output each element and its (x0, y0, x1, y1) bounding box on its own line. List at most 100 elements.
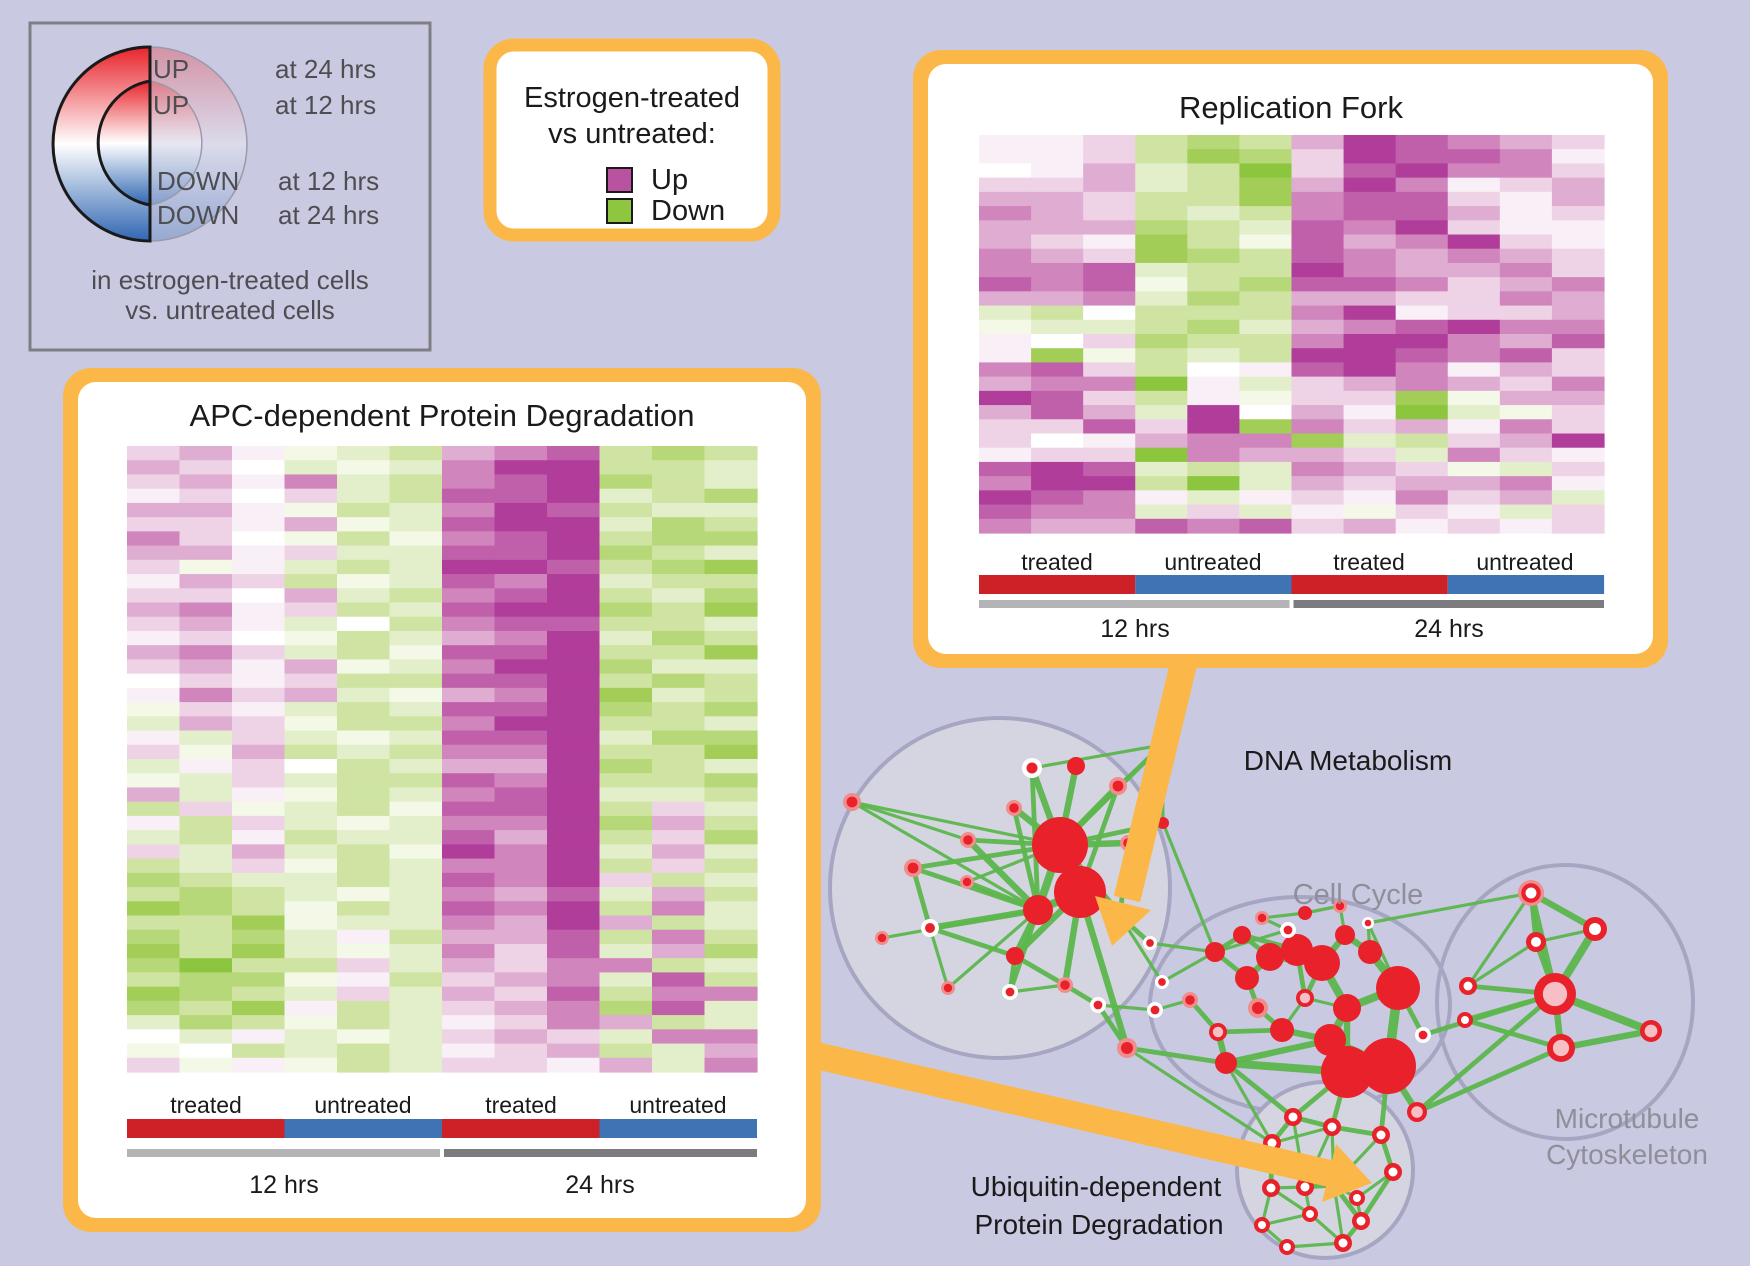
heatmap-cell (547, 630, 601, 646)
heatmap-cell (1551, 433, 1605, 449)
heatmap-cell (284, 687, 338, 703)
heatmap-cell (1135, 262, 1188, 278)
heatmap-cell (1343, 191, 1397, 207)
heatmap-cell (1447, 433, 1501, 449)
heatmap-cell (979, 262, 1032, 278)
rf-group-label-0: treated (1021, 549, 1093, 575)
heatmap-cell (652, 986, 706, 1002)
heatmap-cell (1447, 149, 1501, 165)
heatmap-cell (179, 801, 233, 817)
heatmap-cell (547, 545, 601, 561)
heatmap-cell (1551, 277, 1605, 292)
heatmap-cell (179, 645, 233, 661)
heatmap-cell (179, 531, 233, 547)
heatmap-cell (1499, 305, 1553, 321)
heatmap-cell (284, 559, 338, 575)
heatmap-cell (704, 730, 758, 746)
hrs24-bar (444, 1149, 757, 1157)
ring-label-down12: DOWN (157, 166, 239, 196)
heatmap-cell (127, 474, 181, 490)
heatmap-cell (547, 574, 601, 589)
heatmap-cell (127, 531, 181, 547)
heatmap-cell (979, 319, 1032, 335)
heatmap-cell (547, 673, 601, 689)
heatmap-cell (232, 929, 286, 945)
heatmap-cell (704, 531, 758, 547)
heatmap-cell (494, 630, 548, 646)
heatmap-cell (1291, 504, 1345, 520)
heatmap-cell (1135, 419, 1188, 435)
heatmap-cell (1343, 390, 1397, 406)
network-edge (928, 926, 950, 990)
heatmap-cell (442, 787, 496, 803)
heatmap-cell (704, 901, 758, 917)
heatmap-cell (337, 531, 391, 547)
heatmap-cell (232, 716, 286, 732)
network-edge (1125, 1046, 1274, 1145)
heatmap-cell (284, 872, 338, 888)
heatmap-cell (127, 602, 181, 618)
heatmap-cell (1447, 220, 1501, 236)
heatmap-cell (389, 759, 443, 774)
heatmap-cell (232, 446, 286, 461)
heatmap-cell (547, 801, 601, 817)
heatmap-cell (1395, 362, 1449, 378)
heatmap-cell (127, 502, 181, 518)
heatmap-cell (652, 929, 706, 945)
replication-heatmap (979, 135, 1605, 534)
treated-bar (979, 575, 1136, 594)
heatmap-cell (1499, 476, 1553, 491)
heatmap-cell (337, 446, 391, 461)
network-node-rp (1407, 1102, 1427, 1122)
heatmap-cell (1031, 220, 1084, 236)
heatmap-cell (1395, 277, 1449, 292)
heatmap-cell (232, 702, 286, 717)
heatmap-cell (1135, 348, 1188, 364)
heatmap-cell (704, 1000, 758, 1016)
network-node-rw (1254, 1217, 1270, 1233)
network-edge (1260, 1212, 1312, 1227)
heatmap-cell (979, 163, 1032, 179)
heatmap-cell (1031, 405, 1084, 420)
network-edge (1008, 983, 1067, 994)
ring-time-up12: at 12 hrs (275, 90, 376, 120)
heatmap-cell (599, 474, 653, 490)
heatmap-cell (1135, 191, 1188, 207)
heatmap-cell (1083, 461, 1136, 477)
heatmap-cell (127, 673, 181, 689)
heatmap-cell (1499, 433, 1553, 449)
heatmap-cell (1447, 419, 1501, 435)
heatmap-cell (442, 545, 496, 561)
heatmap-cell (704, 801, 758, 817)
rf-group-label-3: untreated (1476, 549, 1573, 575)
heatmap-cell (232, 474, 286, 490)
heatmap-cell (179, 787, 233, 803)
heatmap-cell (1187, 376, 1241, 392)
network-node-solid (1157, 817, 1169, 829)
network-node-rp (1534, 973, 1576, 1015)
heatmap-cell (547, 1000, 601, 1016)
heatmap-cell (442, 986, 496, 1002)
heatmap-cell (284, 887, 338, 902)
heatmap-cell (547, 502, 601, 518)
heatmap-cell (1551, 518, 1605, 534)
heatmap-cell (599, 1057, 653, 1073)
heatmap-cell (1343, 234, 1397, 250)
apc-panel-title: APC-dependent Protein Degradation (190, 398, 695, 433)
heatmap-cell (1499, 390, 1553, 406)
heatmap-cell (1187, 405, 1241, 420)
heatmap-cell (179, 602, 233, 618)
apc-group-label-0: treated (170, 1092, 242, 1118)
heatmap-cell (652, 872, 706, 888)
heatmap-cell (389, 517, 443, 532)
heatmap-cell (337, 460, 391, 476)
connector-arrows (814, 654, 1372, 1202)
heatmap-cell (979, 461, 1032, 477)
heatmap-cell (1083, 177, 1136, 193)
heatmap-cell (127, 517, 181, 532)
heatmap-cell (232, 1057, 286, 1073)
color-key-title-1: Estrogen-treated (524, 82, 740, 114)
network-node-rp (1209, 1023, 1227, 1041)
heatmap-cell (599, 659, 653, 675)
heatmap-cell (494, 929, 548, 945)
